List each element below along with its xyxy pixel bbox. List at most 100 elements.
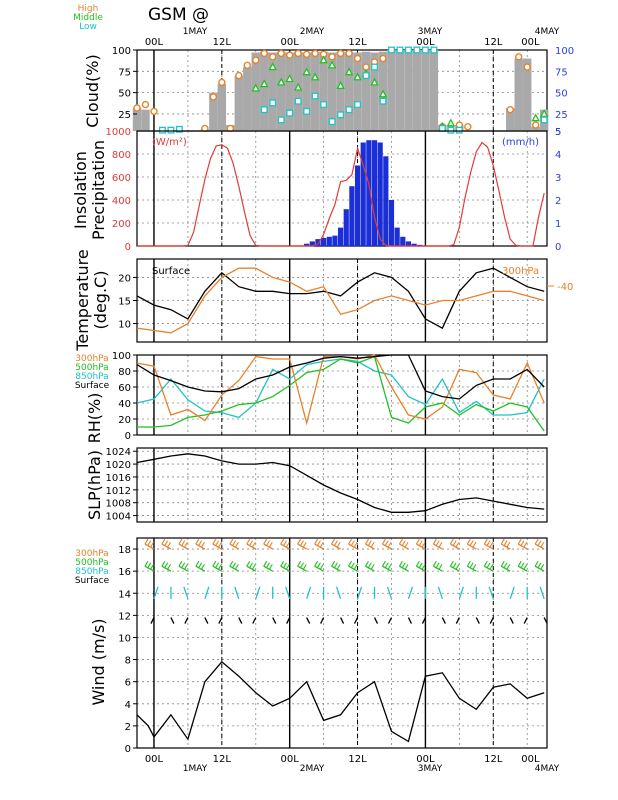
wind-barb-feather bbox=[212, 560, 217, 567]
wind-barb-500hPa bbox=[314, 565, 324, 572]
high-cloud-point bbox=[464, 123, 472, 131]
day-label-top: 3MAY bbox=[418, 27, 443, 37]
precip-bar bbox=[360, 142, 366, 246]
hour-label-bottom: 00L bbox=[145, 754, 164, 765]
middle-cloud-point bbox=[336, 80, 345, 89]
wind-barb-300hPa bbox=[348, 543, 358, 550]
cloud-total-bar bbox=[209, 92, 218, 131]
hour-label-bottom: 12L bbox=[213, 754, 232, 765]
wind-barb-300hPa bbox=[263, 543, 274, 550]
wind-barb-feather bbox=[365, 560, 369, 567]
wind-barb-feather bbox=[144, 538, 149, 545]
wind-barb-300hPa bbox=[382, 543, 392, 550]
wind-barb-feather bbox=[336, 564, 341, 570]
wind-barb-feather bbox=[217, 541, 222, 548]
wind-barb-feather bbox=[147, 540, 152, 546]
wind-barb-feather bbox=[249, 540, 254, 546]
wind-legend-label: 850hPa bbox=[75, 567, 108, 577]
wind-barb-850hPa bbox=[509, 586, 515, 599]
y-tick-label: 1008 bbox=[106, 499, 131, 510]
wind-barb-feather bbox=[534, 560, 539, 567]
wind-barb-Surface bbox=[150, 617, 155, 624]
wind-barb-500hPa bbox=[517, 565, 528, 572]
wind-barb-feather bbox=[167, 541, 172, 548]
wind-barb-feather bbox=[285, 564, 290, 570]
hour-label-bottom: 00L bbox=[521, 754, 540, 765]
rh-line-850hPa bbox=[136, 358, 545, 419]
low-cloud-point bbox=[303, 107, 311, 115]
wind-barb-feather bbox=[365, 538, 369, 545]
wind-barb-500hPa bbox=[212, 565, 223, 572]
wind-barb-500hPa bbox=[382, 565, 392, 572]
low-cloud-point bbox=[175, 125, 183, 133]
wind-barb-Surface bbox=[455, 617, 460, 624]
wind-barb-Surface bbox=[509, 617, 514, 624]
precip-tick-label: 4 bbox=[555, 150, 561, 161]
wind-barb-feather bbox=[370, 541, 375, 548]
wind-barb-feather bbox=[178, 538, 183, 545]
wind-barb-feather bbox=[195, 538, 200, 545]
high-cloud-point bbox=[243, 61, 251, 70]
y-tick-label: 8 bbox=[125, 656, 131, 667]
wind-barb-feather bbox=[418, 562, 423, 569]
low-cloud-point bbox=[413, 46, 421, 54]
wind-barb-feather bbox=[299, 562, 304, 569]
wind-barb-850hPa bbox=[306, 586, 312, 599]
cloud-total-bar bbox=[353, 52, 362, 132]
wind-barb-300hPa bbox=[534, 543, 545, 550]
middle-cloud-point bbox=[276, 77, 286, 86]
wind-barb-300hPa bbox=[450, 543, 460, 550]
high-cloud-point bbox=[302, 50, 311, 58]
wind-barb-feather bbox=[500, 560, 505, 567]
middle-cloud-point bbox=[302, 67, 311, 76]
wind-barb-feather bbox=[506, 541, 511, 548]
wind-barb-feather bbox=[449, 560, 454, 567]
wind-barb-850hPa bbox=[153, 586, 159, 599]
low-cloud-point bbox=[311, 92, 319, 100]
wind-barb-feather bbox=[520, 562, 525, 569]
low-cloud-point bbox=[421, 46, 429, 54]
wind-barb-500hPa bbox=[399, 565, 409, 572]
wind-barb-feather bbox=[246, 560, 251, 567]
cloud-total-bar bbox=[421, 50, 430, 131]
cloud-total-bar bbox=[217, 84, 227, 131]
wind-barb-500hPa bbox=[280, 565, 291, 572]
y-tick-label: 75 bbox=[118, 67, 131, 78]
precip-unit: (mm/h) bbox=[502, 137, 539, 148]
wind-barb-feather bbox=[387, 541, 392, 548]
precip-bar bbox=[400, 236, 406, 246]
day-label-bottom: 1MAY bbox=[183, 764, 208, 774]
wind-barb-feather bbox=[164, 562, 169, 569]
wind-barb-Surface bbox=[306, 617, 311, 624]
cloud-total-bar bbox=[319, 51, 328, 131]
wind-barb-feather bbox=[147, 562, 152, 569]
day-label-top: 4MAY bbox=[535, 27, 560, 37]
y-tick-label: 2 bbox=[125, 722, 131, 733]
low-cloud-point bbox=[320, 101, 328, 109]
middle-cloud-point bbox=[285, 74, 294, 83]
insolation-tick-label: 1000 bbox=[106, 127, 131, 138]
precip-tick-label: 2 bbox=[555, 196, 561, 207]
cloud-total-bar bbox=[277, 51, 286, 131]
low-cloud-point bbox=[404, 46, 412, 54]
wind-barb-feather bbox=[469, 540, 474, 546]
wind-barb-Surface bbox=[286, 617, 291, 624]
precip-bar bbox=[337, 227, 344, 246]
wind-barb-feather bbox=[517, 538, 522, 545]
middle-cloud-point bbox=[327, 60, 337, 69]
right-tick-label: 50 bbox=[555, 89, 568, 100]
wind-barb-feather bbox=[184, 541, 188, 548]
y-tick-label: 0 bbox=[125, 744, 131, 755]
wind-barb-feather bbox=[336, 541, 341, 548]
wind-barb-300hPa bbox=[399, 543, 409, 550]
precip-bar bbox=[349, 186, 355, 246]
hour-label-bottom: 00L bbox=[281, 754, 300, 765]
panel-frame bbox=[136, 354, 548, 436]
middle-cloud-point bbox=[446, 118, 456, 127]
precip-bar bbox=[377, 142, 383, 246]
wind-barb-feather bbox=[297, 538, 302, 545]
wind-barb-feather bbox=[452, 562, 457, 569]
wind-barb-feather bbox=[268, 564, 273, 570]
y-tick-label: 15 bbox=[118, 297, 131, 308]
wind-barb-500hPa bbox=[195, 565, 206, 572]
